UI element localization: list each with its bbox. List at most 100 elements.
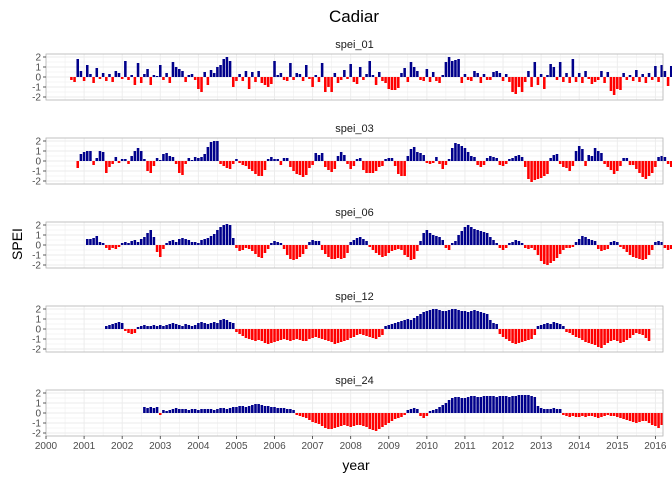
bar bbox=[184, 161, 187, 164]
bar bbox=[562, 245, 565, 250]
bar bbox=[530, 329, 533, 339]
bar bbox=[158, 413, 162, 415]
bar bbox=[600, 413, 603, 417]
bar bbox=[320, 413, 324, 426]
bar bbox=[470, 156, 473, 161]
bar bbox=[187, 75, 191, 77]
bar bbox=[355, 329, 359, 335]
bar bbox=[574, 242, 578, 245]
bar bbox=[365, 413, 368, 427]
bar bbox=[447, 57, 451, 77]
bar bbox=[193, 242, 197, 245]
bar bbox=[654, 242, 657, 245]
bar bbox=[600, 153, 603, 161]
bar bbox=[371, 75, 375, 77]
bar bbox=[492, 323, 495, 329]
bar bbox=[333, 329, 337, 344]
x-tick-label: 2004 bbox=[187, 441, 210, 452]
bar bbox=[146, 326, 149, 329]
bar bbox=[447, 400, 451, 413]
bar bbox=[393, 323, 397, 329]
bar bbox=[654, 161, 657, 167]
bar bbox=[514, 77, 517, 94]
bar bbox=[346, 245, 349, 253]
bar bbox=[435, 157, 438, 161]
bar bbox=[406, 77, 410, 82]
bar bbox=[184, 77, 187, 82]
bar bbox=[647, 73, 651, 77]
bar bbox=[311, 77, 314, 87]
bar bbox=[562, 77, 565, 82]
bar bbox=[235, 245, 238, 248]
bar bbox=[219, 408, 222, 413]
bar bbox=[352, 329, 356, 337]
bar bbox=[222, 319, 226, 329]
bar bbox=[73, 77, 76, 82]
bar bbox=[485, 233, 489, 245]
bar bbox=[158, 325, 162, 329]
bar bbox=[508, 329, 511, 341]
bar bbox=[489, 396, 492, 413]
bar bbox=[203, 409, 206, 413]
bar bbox=[190, 160, 194, 161]
bar bbox=[485, 314, 489, 329]
bar bbox=[584, 413, 587, 417]
bar bbox=[397, 161, 400, 174]
bar bbox=[238, 329, 241, 334]
bar bbox=[152, 408, 156, 413]
bar bbox=[247, 245, 251, 249]
bar bbox=[400, 73, 403, 77]
bar bbox=[574, 77, 578, 82]
bar bbox=[362, 329, 365, 335]
bar bbox=[489, 320, 492, 329]
bar bbox=[546, 409, 549, 413]
bar bbox=[587, 239, 590, 245]
bar bbox=[412, 408, 416, 413]
bar bbox=[270, 329, 273, 343]
bar bbox=[435, 236, 438, 245]
bar bbox=[558, 324, 562, 329]
bar bbox=[238, 74, 241, 77]
bar bbox=[517, 155, 521, 161]
bar bbox=[428, 310, 432, 329]
bar bbox=[352, 77, 356, 82]
bar bbox=[273, 61, 276, 77]
bar bbox=[454, 143, 457, 161]
bar bbox=[479, 397, 483, 413]
bar bbox=[416, 71, 419, 77]
bar bbox=[304, 245, 308, 249]
bar bbox=[197, 243, 200, 245]
bar bbox=[387, 245, 391, 253]
bar bbox=[558, 245, 562, 254]
bar bbox=[577, 329, 581, 338]
bar bbox=[133, 151, 137, 161]
bar bbox=[406, 245, 410, 257]
bars-spei_24 bbox=[143, 395, 663, 431]
bar bbox=[276, 329, 279, 341]
bar bbox=[124, 159, 127, 161]
bar bbox=[625, 413, 629, 420]
bar bbox=[130, 329, 133, 334]
bar bbox=[241, 329, 245, 336]
bar bbox=[228, 61, 232, 77]
y-tick-label: 1 bbox=[35, 147, 41, 158]
bar bbox=[562, 326, 565, 329]
bar bbox=[425, 69, 429, 77]
bar bbox=[425, 230, 429, 245]
bar bbox=[317, 77, 321, 82]
y-tick-label: -2 bbox=[32, 429, 41, 440]
bar bbox=[127, 77, 130, 80]
bar bbox=[628, 75, 632, 77]
bar bbox=[200, 157, 203, 161]
bar bbox=[666, 245, 670, 250]
bar bbox=[92, 238, 95, 245]
panel-strip-label: spei_24 bbox=[335, 375, 374, 387]
bar bbox=[117, 322, 121, 329]
bar bbox=[282, 329, 286, 339]
bar bbox=[266, 406, 270, 413]
bar bbox=[336, 156, 340, 161]
bar bbox=[162, 245, 165, 249]
bar bbox=[358, 413, 362, 425]
bar bbox=[431, 309, 435, 329]
